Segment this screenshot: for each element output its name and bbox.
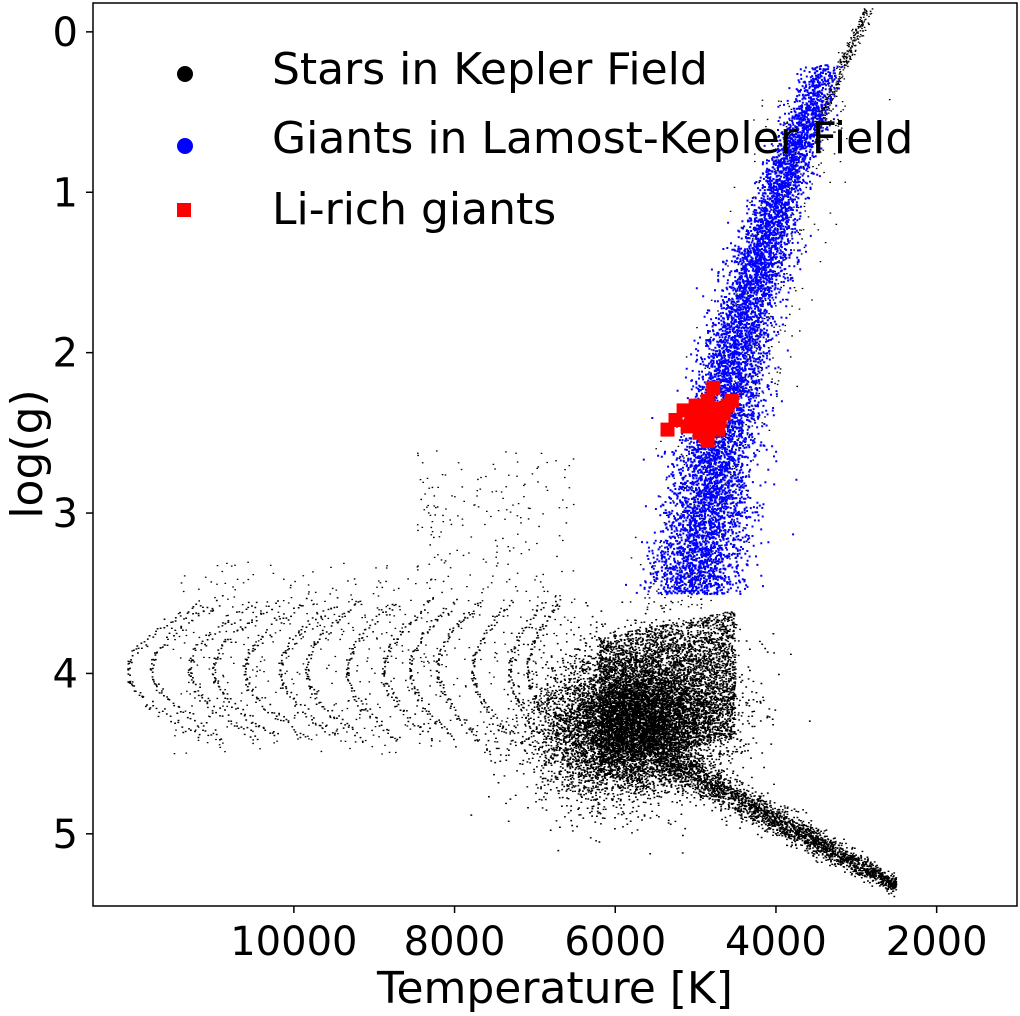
y-axis-ticks: 0 1 2 3 4 5 (53, 10, 93, 858)
x-tick-label: 2000 (886, 919, 988, 965)
legend-label-li-rich: Li-rich giants (272, 184, 556, 235)
y-tick-label: 4 (53, 651, 78, 697)
lamost-giant-points (625, 64, 844, 596)
plot-frame (92, 2, 1018, 907)
legend-label-lamost: Giants in Lamost-Kepler Field (272, 113, 913, 164)
legend: Stars in Kepler Field Giants in Lamost-K… (177, 44, 913, 235)
series-li-rich-giants (660, 380, 739, 448)
series-lamost-giants (625, 64, 844, 596)
legend-label-kepler: Stars in Kepler Field (272, 44, 708, 95)
x-tick-label: 6000 (564, 919, 666, 965)
y-tick-label: 0 (53, 10, 78, 56)
li-rich-giant-point (706, 380, 721, 395)
y-tick-label: 3 (53, 491, 78, 537)
series-kepler-stars (127, 8, 898, 898)
legend-marker-kepler (177, 66, 193, 82)
legend-marker-li-rich (177, 203, 191, 217)
x-axis-title: Temperature [K] (376, 963, 733, 1014)
y-tick-label: 1 (53, 170, 78, 216)
x-tick-label: 8000 (404, 919, 506, 965)
li-rich-giant-point (724, 393, 739, 408)
y-tick-label: 5 (53, 812, 78, 858)
x-axis-ticks: 10000 8000 6000 4000 2000 (230, 906, 988, 965)
li-rich-giant-point (684, 417, 699, 432)
legend-marker-lamost (177, 138, 193, 154)
kepler-star-points (127, 8, 898, 898)
x-tick-label: 4000 (725, 919, 827, 965)
y-axis-title: log(g) (2, 389, 53, 518)
data-layer (127, 8, 898, 898)
y-tick-label: 2 (53, 331, 78, 377)
x-tick-label: 10000 (230, 919, 357, 965)
li-rich-giant-point (700, 433, 715, 448)
